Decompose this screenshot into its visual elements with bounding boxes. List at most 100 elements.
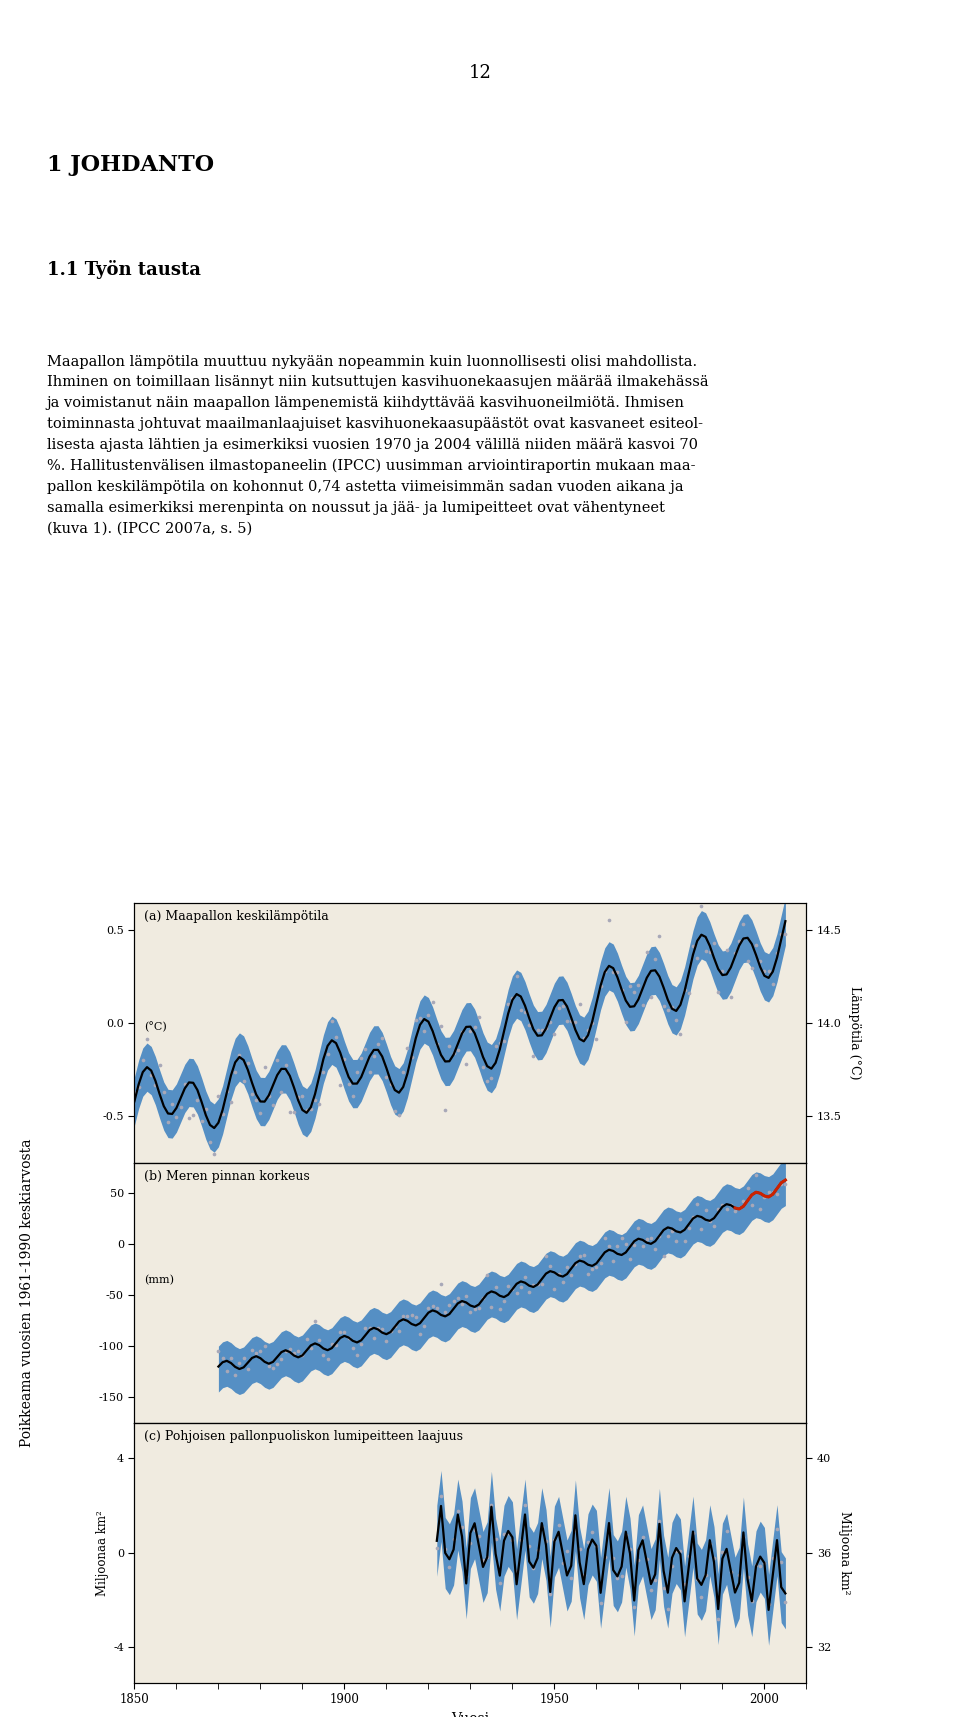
Point [307,1307,323,1334]
Point [425,989,441,1016]
Point [732,1561,747,1588]
Point [526,1042,541,1070]
Point [429,1295,444,1322]
Point [399,1035,415,1063]
Text: Maapallon lämpötila muuttuu nykyään nopeammin kuin luonnollisesti olisi mahdolli: Maapallon lämpötila muuttuu nykyään nope… [47,355,708,536]
Point [509,962,524,989]
Point [505,984,520,1011]
Point [769,1514,784,1542]
Point [618,1008,634,1035]
Point [429,1533,444,1561]
Point [463,1530,478,1557]
Point [728,1574,743,1602]
Point [601,1233,616,1260]
Text: (c) Pohjoisen pallonpuoliskon lumipeitteen laajuus: (c) Pohjoisen pallonpuoliskon lumipeitte… [145,1430,464,1444]
Point [475,1053,491,1080]
Point [677,1228,692,1255]
Point [567,1516,583,1544]
Point [774,920,789,948]
Point [417,1016,432,1044]
Point [358,1035,373,1063]
Point [585,1010,600,1037]
Point [668,1228,684,1255]
Point [228,1362,243,1389]
Point [404,1044,420,1071]
Point [652,1508,667,1535]
Point [274,1344,289,1372]
Point [517,998,533,1025]
Point [224,1089,239,1116]
Point [526,1554,541,1581]
Point [353,1331,369,1358]
Point [446,1039,462,1066]
Point [185,1101,201,1128]
Point [631,970,646,998]
Point [231,1041,247,1068]
Point [560,1537,575,1564]
Point [652,1223,667,1250]
Point [358,1315,373,1343]
Point [408,1006,423,1034]
Point [643,1224,659,1252]
Point [753,948,768,975]
Point [362,1058,377,1085]
Point [249,1087,264,1114]
Y-axis label: Lämpötila (°C): Lämpötila (°C) [848,986,861,1080]
Point [526,1272,541,1300]
Point [320,1344,335,1372]
Point [286,1099,301,1126]
Point [740,1174,756,1202]
Text: 12: 12 [468,64,492,82]
Point [316,1341,331,1368]
Point [610,958,625,986]
Point [433,1482,448,1509]
Point [479,1262,494,1289]
Point [488,1525,503,1552]
Point [420,1001,436,1028]
Point [761,958,777,986]
Point [374,1315,390,1343]
Point [601,907,616,934]
Point [488,1032,503,1059]
Point [707,929,722,956]
Point [702,937,717,965]
Point [492,1030,508,1058]
Point [265,1355,280,1382]
Point [459,1283,474,1310]
Point [576,1561,591,1588]
Point [454,1513,469,1540]
Point [714,1538,730,1566]
Point [694,1216,709,1243]
Point [753,1552,768,1580]
Point [732,927,747,955]
Point [588,1253,604,1281]
Point [627,1231,642,1259]
Point [546,1020,562,1047]
Point [164,1090,180,1118]
Point [349,1341,365,1368]
Point [735,1186,751,1214]
Point [488,1274,503,1301]
Point [500,991,516,1018]
Point [539,1015,554,1042]
Point [332,1071,348,1099]
Point [429,1030,444,1058]
Point [303,1095,319,1123]
Point [610,1233,625,1260]
Point [190,1087,205,1114]
Point [399,1303,415,1331]
Point [652,922,667,950]
Point [689,1564,705,1592]
Point [467,1516,482,1544]
Point [606,1248,621,1276]
Point [446,1525,462,1552]
Point [560,1008,575,1035]
Point [295,1082,310,1109]
Point [648,1235,663,1262]
Point [740,1562,756,1590]
Point [677,1569,692,1597]
Point [753,1195,768,1223]
Point [710,979,726,1006]
Point [689,1190,705,1217]
Point [749,1552,764,1580]
